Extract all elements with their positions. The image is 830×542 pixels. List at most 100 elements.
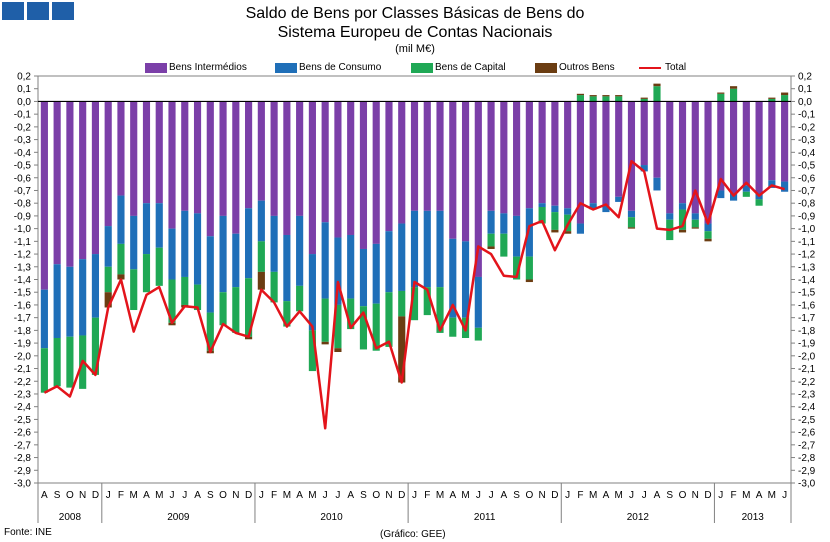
bar-segment bbox=[538, 101, 546, 204]
bar-segment bbox=[91, 101, 100, 255]
bar-segment bbox=[704, 238, 712, 242]
bar-segment bbox=[296, 101, 304, 216]
bar-segment bbox=[564, 101, 572, 209]
bar-segment bbox=[755, 101, 763, 194]
y-tick-label-right: -2,0 bbox=[798, 351, 816, 362]
month-label: J bbox=[106, 490, 111, 501]
month-label: M bbox=[768, 490, 776, 501]
bar-segment bbox=[155, 101, 163, 204]
month-label: F bbox=[731, 490, 737, 501]
bar-segment bbox=[181, 101, 189, 211]
month-label: A bbox=[603, 490, 610, 501]
legend-label: Outros Bens bbox=[559, 62, 615, 73]
bar-segment bbox=[168, 228, 176, 280]
bar-segment bbox=[564, 208, 572, 215]
bar-segment bbox=[615, 95, 623, 97]
bar-segment bbox=[257, 101, 265, 201]
month-label: M bbox=[130, 490, 138, 501]
bar-segment bbox=[398, 223, 406, 291]
bar-segment bbox=[615, 101, 623, 197]
y-tick-label-right: -1,6 bbox=[798, 300, 816, 311]
bar-segment bbox=[589, 203, 597, 210]
y-tick-label-left: -0,2 bbox=[14, 122, 32, 133]
bar-segment bbox=[640, 165, 648, 172]
bar-segment bbox=[551, 205, 559, 213]
bar-segment bbox=[257, 200, 265, 242]
bar-segment bbox=[474, 101, 482, 277]
bar-segment bbox=[755, 199, 763, 206]
y-tick-label-right: -0,3 bbox=[798, 135, 816, 146]
bar-segment bbox=[564, 231, 572, 234]
y-tick-label-right: -1,3 bbox=[798, 262, 816, 273]
month-label: J bbox=[489, 490, 494, 501]
y-tick-label-left: -2,4 bbox=[14, 402, 32, 413]
bar-segment bbox=[359, 248, 368, 307]
bar-segment bbox=[168, 279, 176, 323]
bar-segment bbox=[334, 348, 342, 352]
bar-segment bbox=[717, 101, 725, 191]
bar-segment bbox=[91, 317, 100, 375]
bar-segment bbox=[461, 101, 470, 242]
y-tick-label-left: -1,6 bbox=[14, 300, 32, 311]
bar-segment bbox=[270, 271, 278, 303]
bar-segment bbox=[640, 101, 648, 166]
bar-segment bbox=[500, 233, 508, 257]
bar-segment bbox=[117, 274, 125, 280]
bar-segment bbox=[40, 348, 48, 393]
y-tick-label-left: -2,2 bbox=[14, 377, 32, 388]
bar-segment bbox=[181, 210, 189, 277]
bar-segment bbox=[66, 266, 74, 337]
bar-segment bbox=[742, 101, 750, 186]
bar-segment bbox=[372, 101, 380, 244]
bar-segment bbox=[359, 101, 368, 249]
bar-segment bbox=[321, 101, 329, 223]
bar-segment bbox=[423, 210, 431, 288]
bar-segment bbox=[461, 241, 470, 318]
bar-segment bbox=[538, 203, 546, 208]
bar-segment bbox=[691, 101, 699, 214]
chart-title-line-1: Saldo de Bens por Classes Básicas de Ben… bbox=[245, 5, 585, 22]
y-tick-label-left: -0,9 bbox=[14, 211, 32, 222]
bar-segment bbox=[117, 195, 125, 244]
y-tick-label-left: -2,6 bbox=[14, 428, 32, 439]
bar-segment bbox=[781, 92, 789, 96]
bar-segment bbox=[513, 215, 521, 257]
bar-segment bbox=[232, 287, 240, 333]
y-tick-label-left: -1,2 bbox=[14, 250, 32, 261]
month-label: N bbox=[692, 490, 699, 501]
month-label: A bbox=[296, 490, 303, 501]
y-tick-label-right: -0,7 bbox=[798, 186, 816, 197]
y-tick-label-left: -2,8 bbox=[14, 453, 32, 464]
y-tick-label-right: -2,4 bbox=[798, 402, 816, 413]
y-tick-label-left: -1,1 bbox=[14, 237, 32, 248]
bar-segment bbox=[104, 226, 112, 267]
total-line bbox=[43, 159, 785, 430]
bar-segment bbox=[142, 254, 151, 293]
month-label: J bbox=[782, 490, 787, 501]
bar-segment bbox=[206, 101, 214, 237]
month-label: J bbox=[182, 490, 187, 501]
y-tick-label-left: -1,4 bbox=[14, 275, 32, 286]
year-label: 2011 bbox=[474, 512, 496, 523]
y-tick-label-left: -0,6 bbox=[14, 173, 32, 184]
bar-segment bbox=[551, 101, 559, 206]
bar-segment bbox=[270, 101, 278, 216]
month-label: A bbox=[501, 490, 508, 501]
bar-segment bbox=[385, 292, 393, 347]
bar-segment bbox=[168, 322, 176, 326]
bar-segment bbox=[219, 215, 227, 293]
month-label: A bbox=[194, 490, 201, 501]
bar-segment bbox=[449, 238, 457, 318]
bar-segment bbox=[627, 227, 636, 229]
bar-segment bbox=[627, 210, 636, 218]
bar-segment bbox=[79, 259, 87, 336]
y-tick-label-right: -2,2 bbox=[798, 377, 816, 388]
gee-logo bbox=[2, 2, 74, 20]
month-label: D bbox=[704, 490, 711, 501]
legend-swatch bbox=[535, 62, 557, 73]
bar-segment bbox=[104, 101, 112, 227]
bar-segment bbox=[142, 203, 151, 255]
bar-segment bbox=[487, 210, 495, 234]
bar-segment bbox=[410, 210, 419, 288]
month-label: J bbox=[565, 490, 570, 501]
